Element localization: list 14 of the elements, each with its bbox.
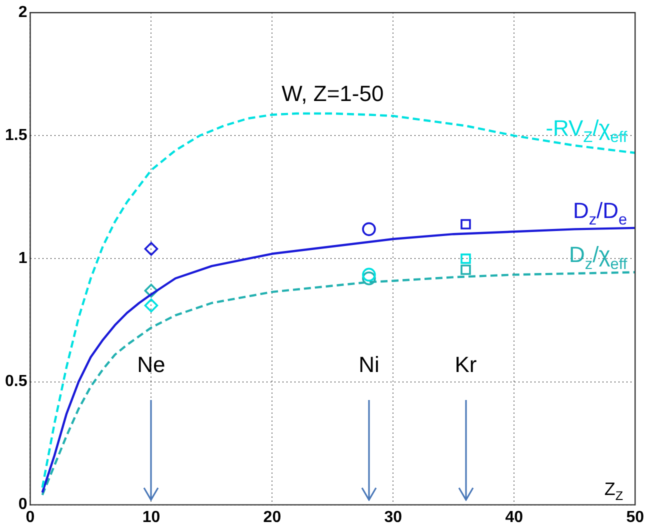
annotation: Ne xyxy=(137,352,166,377)
y-tick-label: 0 xyxy=(18,496,28,514)
y-tick-label: 1 xyxy=(18,250,28,268)
annotation: W, Z=1-50 xyxy=(282,81,384,106)
y-tick-label: 1.5 xyxy=(4,127,28,144)
x-tick-label: 10 xyxy=(142,508,160,526)
x-tick-label: 20 xyxy=(263,508,282,526)
y-tick-label: 0.5 xyxy=(4,373,28,390)
annotation: Ni xyxy=(358,352,380,377)
x-tick-label: 40 xyxy=(505,508,524,526)
x-tick-label: 30 xyxy=(384,508,402,526)
x-tick-label: 50 xyxy=(626,508,644,526)
annotation: Kr xyxy=(454,352,477,377)
y-tick-label: 2 xyxy=(18,4,28,22)
